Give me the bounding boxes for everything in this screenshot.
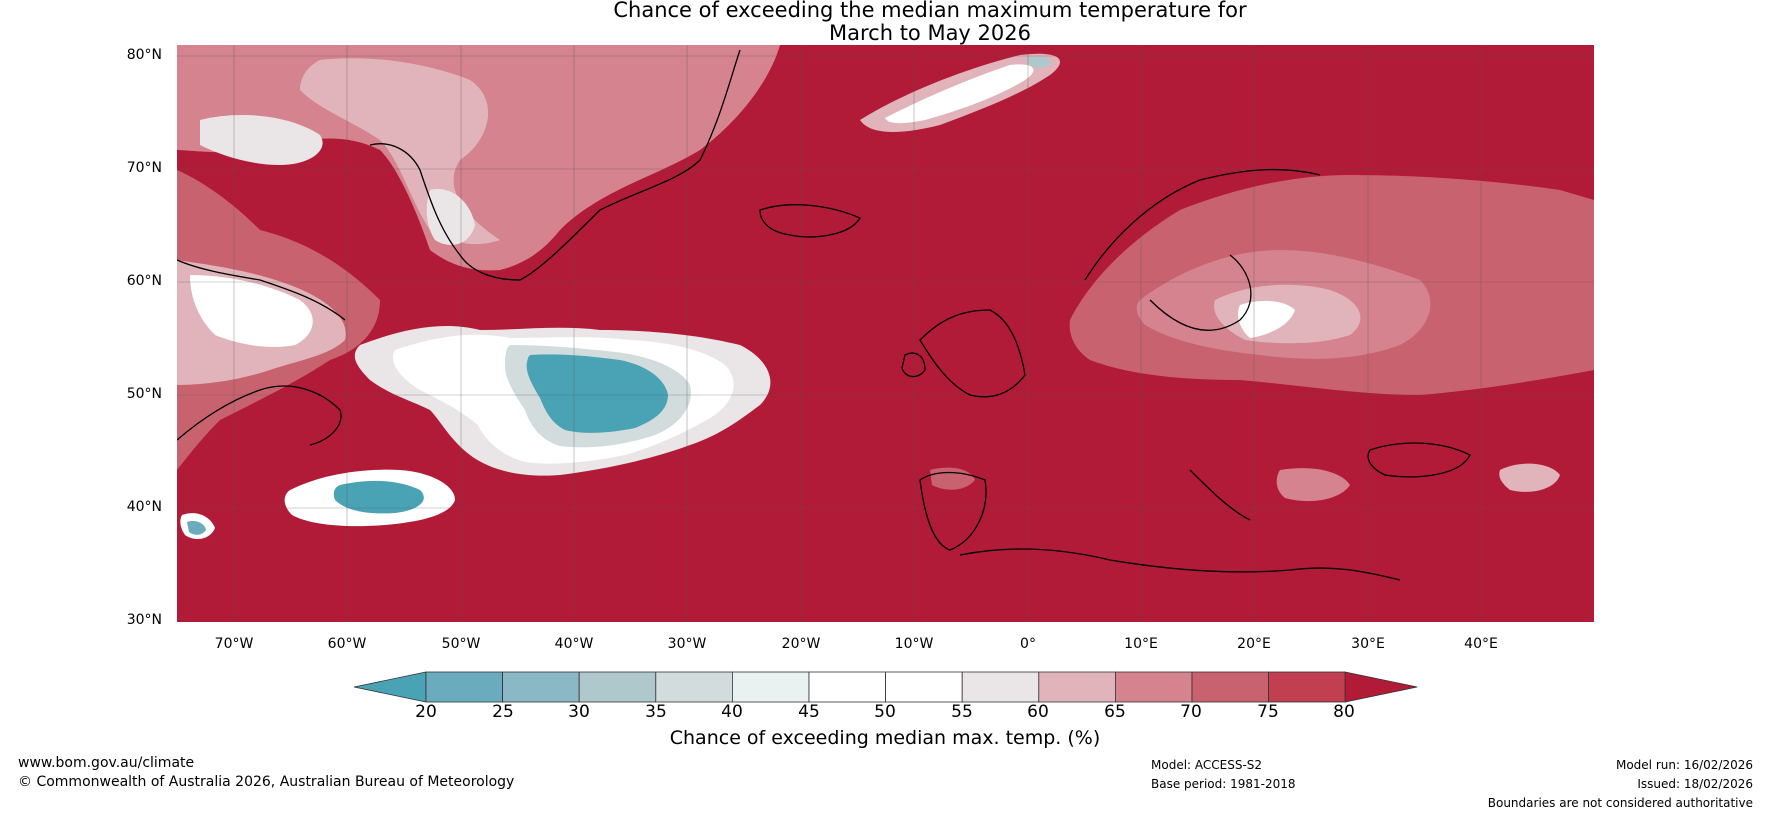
graticule [177, 45, 1594, 622]
footer-base-period: Base period: 1981-2018 [1151, 777, 1296, 791]
colorbar-tick-30: 30 [568, 702, 590, 722]
colorbar-tick-70: 70 [1180, 702, 1202, 722]
lat-label-50n: 50°N [126, 386, 162, 402]
lon-label-40w: 40°W [554, 636, 594, 652]
lat-label-60n: 60°N [126, 273, 162, 289]
colorbar-bin-55 [961, 671, 1040, 703]
lon-label-20e: 20°E [1237, 636, 1271, 652]
lon-label-70w: 70°W [214, 636, 254, 652]
footer-url: www.bom.gov.au/climate [18, 755, 195, 771]
colorbar-bin-75 [1268, 671, 1346, 703]
coast-norway [1084, 168, 1321, 281]
lat-label-70n: 70°N [126, 160, 162, 176]
footer-issued: Issued: 18/02/2026 [1637, 777, 1753, 791]
region-turkey-70pct [1276, 468, 1350, 502]
footer-copyright: © Commonwealth of Australia 2026, Austra… [18, 774, 515, 790]
chart-title: Chance of exceeding the median maximum t… [0, 0, 1770, 45]
region-gulfstream-20pct [333, 480, 424, 514]
colorbar-title: Chance of exceeding median max. temp. (%… [669, 727, 1101, 749]
lat-label-40n: 40°N [126, 499, 162, 515]
region-baltic-50pct [1238, 300, 1295, 338]
colorbar-tick-80: 80 [1333, 702, 1355, 722]
colorbar-tick-60: 60 [1027, 702, 1049, 722]
lat-label-30n: 30°N [126, 612, 162, 628]
colorbar-bin-70 [1191, 671, 1269, 703]
lon-label-20w: 20°W [781, 636, 821, 652]
coast-greenland [369, 49, 741, 281]
coast-ireland [901, 352, 926, 378]
colorbar-tick-45: 45 [798, 702, 820, 722]
colorbar-extend-low [353, 671, 427, 703]
colorbar-bin-60 [1038, 671, 1116, 703]
colorbar-tick-55: 55 [951, 702, 973, 722]
colorbar-bin-35 [655, 671, 733, 703]
colorbar-bin-65 [1115, 671, 1193, 703]
region-baffin-60pct [200, 115, 323, 165]
region-norwegian-sea-50pct [885, 64, 1034, 124]
coastlines [177, 49, 1471, 581]
colorbar-tick-65: 65 [1104, 702, 1126, 722]
colorbar-tick-35: 35 [645, 702, 667, 722]
lon-label-30w: 30°W [667, 636, 707, 652]
coast-baltic [1149, 254, 1252, 332]
colorbar-tick-25: 25 [492, 702, 514, 722]
colorbar-tick-40: 40 [721, 702, 743, 722]
colorbar-bin-25 [502, 671, 580, 703]
region-caspian-65pct [1499, 463, 1560, 492]
colorbar-bin-45 [808, 671, 886, 703]
coast-newfoundland [177, 385, 342, 446]
coast-iceland [759, 204, 861, 238]
region-greenland-east-60pct [426, 189, 475, 245]
region-east-coast-25pct [187, 520, 206, 535]
region-labrador-50pct [190, 275, 313, 347]
lon-label-40e: 40°E [1464, 636, 1498, 652]
colorbar-bin-20 [425, 671, 503, 703]
coast-north-africa [959, 548, 1401, 581]
region-atlantic-20pct [526, 354, 668, 433]
lon-label-30e: 30°E [1351, 636, 1385, 652]
coast-black-sea [1367, 442, 1471, 478]
map-panel [177, 45, 1594, 622]
lon-label-60w: 60°W [327, 636, 367, 652]
colorbar-tick-20: 20 [415, 702, 437, 722]
title-line-1: Chance of exceeding the median maximum t… [613, 0, 1247, 22]
lon-label-0: 0° [1020, 636, 1036, 652]
lon-label-50w: 50°W [441, 636, 481, 652]
colorbar-tick-75: 75 [1257, 702, 1279, 722]
footer-disclaimer: Boundaries are not considered authoritat… [1487, 796, 1753, 810]
colorbar-bin-30 [578, 671, 657, 703]
region-norwegian-sea-35pct [1025, 56, 1051, 68]
coast-labrador [177, 259, 346, 321]
colorbar-bin-50 [885, 671, 963, 703]
colorbar [353, 671, 1418, 703]
colorbar-tick-50: 50 [874, 702, 896, 722]
colorbar-extend-high [1344, 671, 1418, 703]
lat-label-80n: 80°N [126, 47, 162, 63]
lon-label-10e: 10°E [1124, 636, 1158, 652]
lon-label-10w: 10°W [894, 636, 934, 652]
title-line-2: March to May 2026 [829, 21, 1031, 45]
footer-model-run: Model run: 16/02/2026 [1615, 758, 1753, 772]
colorbar-bin-40 [732, 671, 810, 703]
footer-model: Model: ACCESS-S2 [1151, 758, 1263, 772]
coast-iberia [919, 471, 987, 551]
coast-italy [1189, 469, 1251, 521]
coast-britain [919, 309, 1026, 398]
